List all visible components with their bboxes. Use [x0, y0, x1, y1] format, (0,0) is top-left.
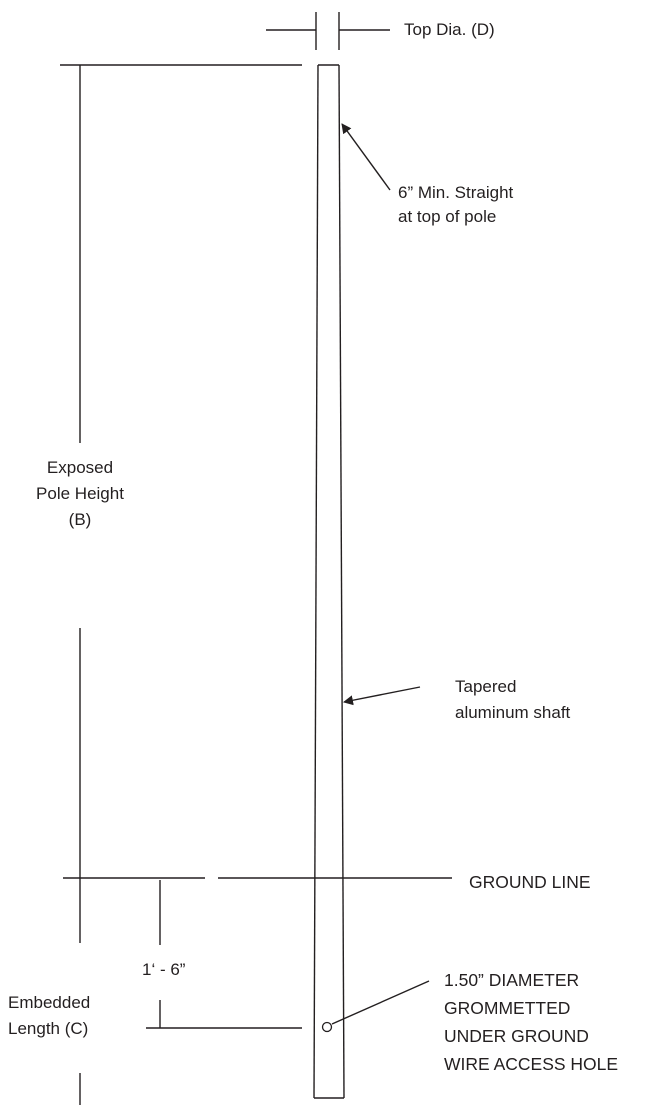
pole-left-edge: [313, 64, 319, 1099]
dimension-1-6-label: 1‘ - 6”: [142, 960, 186, 979]
pole-right-edge: [338, 64, 345, 1099]
tapered-shaft-arrow: [343, 686, 421, 706]
access-hole-leader: [331, 980, 430, 1025]
top-dia-label: Top Dia. (D): [404, 20, 495, 39]
min-straight-label-line1: 6” Min. Straight: [398, 183, 514, 202]
access-hole-label-line1: 1.50” DIAMETER: [444, 970, 580, 990]
exposed-height-label-line3: (B): [68, 510, 92, 529]
exposed-height-label-line1: Exposed: [46, 458, 114, 477]
embedded-length-label-line1: Embedded: [8, 993, 91, 1012]
tapered-shaft-label-line2: aluminum shaft: [455, 703, 571, 722]
ground-line-label: GROUND LINE: [469, 872, 591, 892]
wire-access-hole: [321, 1021, 333, 1033]
access-hole-label-line3: UNDER GROUND: [444, 1026, 589, 1046]
embedded-length-label-line2: Length (C): [8, 1019, 89, 1038]
tapered-shaft-label-line1: Tapered: [455, 677, 517, 696]
min-straight-arrow: [341, 123, 391, 191]
min-straight-label-line2: at top of pole: [398, 207, 497, 226]
access-hole-label-line2: GROMMETTED: [444, 998, 571, 1018]
exposed-height-label-line2: Pole Height: [36, 484, 124, 503]
access-hole-label-line4: WIRE ACCESS HOLE: [444, 1054, 619, 1074]
